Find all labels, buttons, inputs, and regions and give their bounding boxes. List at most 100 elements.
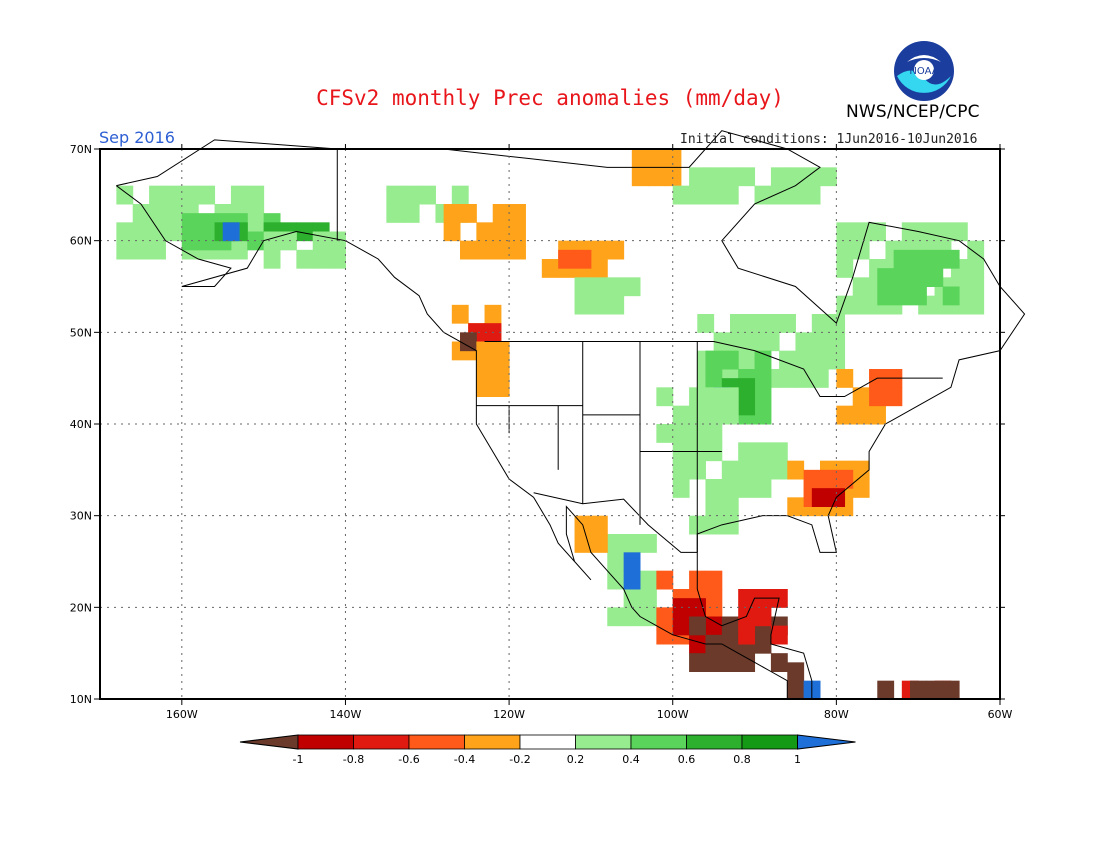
anomaly-cell (754, 479, 772, 498)
anomaly-cell (476, 378, 494, 397)
anomaly-cell (770, 653, 788, 672)
anomaly-cell (705, 424, 723, 443)
color-legend: -1 -0.8 -0.6 -0.4 -0.2 0.2 0.4 0.6 0.8 1 (239, 734, 856, 766)
anomaly-cell (869, 387, 886, 407)
anomaly-cell (795, 350, 813, 370)
anomaly-cell (476, 222, 494, 242)
anomaly-cell (590, 277, 608, 297)
anomaly-cell (877, 268, 895, 287)
anomaly-cell (926, 249, 944, 269)
anomaly-cell (721, 460, 739, 480)
anomaly-cell (492, 341, 510, 361)
anomaly-cell (705, 387, 723, 407)
legend-swatch (297, 734, 354, 750)
anomaly-cell (664, 149, 682, 168)
anomaly-cell (476, 240, 494, 260)
anomaly-cell (754, 185, 772, 205)
anomaly-cell (149, 222, 166, 242)
axis-labels: 160W 140W 120W 100W 80W 60W 70N 60N 50N 40N 30N 20N… (70, 143, 1013, 721)
anomaly-cell (623, 277, 641, 297)
anomaly-cell (648, 149, 666, 168)
anomaly-cell (852, 387, 870, 407)
lat-tick-label: 70N (70, 143, 92, 156)
anomaly-cell (738, 625, 756, 645)
anomaly-cell (754, 607, 772, 627)
legend-label: -0.6 (398, 753, 419, 766)
anomaly-cell (754, 369, 772, 388)
anomaly-cell (656, 424, 674, 443)
anomaly-cell (607, 295, 625, 315)
anomaly-cell (901, 222, 919, 242)
anomaly-cell (852, 460, 870, 480)
anomaly-cell (263, 231, 281, 251)
anomaly-cell (402, 185, 420, 205)
lon-tick-label: 60W (988, 708, 1013, 721)
anomaly-cell (877, 680, 895, 700)
anomaly-cell (476, 341, 494, 361)
anomaly-cell (590, 295, 608, 315)
anomaly-cell (263, 249, 281, 269)
anomaly-cell (787, 167, 805, 187)
anomaly-cell (656, 570, 674, 590)
anomaly-cell (869, 222, 886, 242)
anomaly-cell (787, 680, 805, 700)
anomaly-cell (443, 204, 461, 223)
legend-label: 0.8 (733, 753, 751, 766)
anomaly-cell (247, 185, 265, 205)
anomaly-cell (836, 469, 854, 489)
lon-tick-label: 100W (657, 708, 689, 721)
anomaly-cell (689, 653, 706, 672)
anomaly-cell (631, 167, 649, 187)
anomaly-cell (607, 552, 625, 572)
anomaly-cell (149, 185, 166, 205)
anomaly-cell (132, 204, 150, 223)
anomaly-cell (656, 607, 674, 627)
anomaly-cell (460, 240, 477, 260)
anomaly-cell (877, 286, 895, 306)
anomaly-cell (705, 570, 723, 590)
anomaly-cell (893, 268, 911, 287)
anomaly-cell (590, 515, 608, 535)
anomaly-cell (689, 185, 706, 205)
anomaly-cell (811, 488, 829, 507)
anomaly-cell (116, 185, 134, 205)
anomaly-cell (762, 332, 780, 352)
legend-label: -1 (293, 753, 304, 766)
anomaly-cell (746, 332, 764, 352)
anomaly-cell (770, 460, 788, 480)
lon-tick-label: 80W (824, 708, 849, 721)
anomaly-cell (787, 662, 805, 682)
anomaly-cell (910, 268, 927, 287)
anomaly-cell (852, 295, 870, 315)
anomaly-cell (893, 286, 911, 306)
month-label: Sep 2016 (99, 128, 175, 147)
anomaly-cell (852, 277, 870, 297)
anomaly-cell (697, 314, 715, 333)
anomaly-cell (492, 222, 510, 242)
anomaly-cell (672, 616, 690, 636)
anomaly-cell (116, 222, 134, 242)
anomaly-cell (165, 222, 183, 242)
anomaly-cell (738, 167, 756, 187)
anomaly-cell (558, 249, 576, 269)
anomaly-cell (721, 479, 739, 498)
anomaly-cell (803, 185, 821, 205)
anomaly-cell (484, 304, 502, 324)
anomaly-cell (623, 552, 641, 572)
logo-text: NOAA (909, 66, 938, 77)
legend-swatch (353, 734, 410, 750)
lon-tick-label: 160W (166, 708, 198, 721)
anomaly-cell (795, 369, 813, 388)
coastline (116, 130, 1026, 699)
anomaly-cell (730, 314, 747, 333)
anomaly-cell (230, 185, 248, 205)
anomaly-cell (574, 277, 592, 297)
anomaly-cell (852, 222, 870, 242)
anomaly-cell (754, 442, 772, 462)
anomaly-cell (672, 424, 690, 443)
anomaly-cell (762, 314, 780, 333)
anomaly-cell (738, 653, 756, 672)
anomaly-cell (631, 149, 649, 168)
anomaly-cell (705, 589, 723, 608)
anomaly-cell (967, 240, 985, 260)
